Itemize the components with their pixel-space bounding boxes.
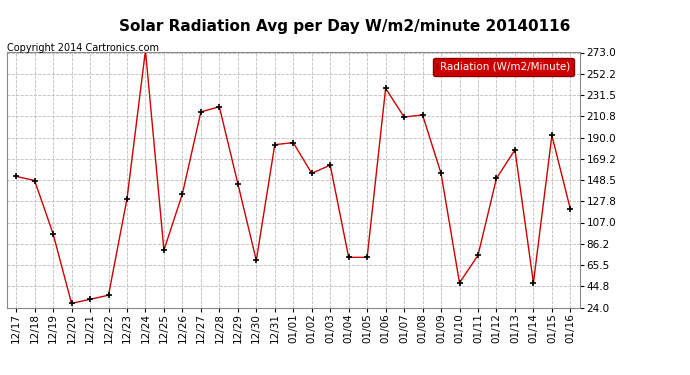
Legend: Radiation (W/m2/Minute): Radiation (W/m2/Minute) bbox=[433, 58, 574, 76]
Text: Solar Radiation Avg per Day W/m2/minute 20140116: Solar Radiation Avg per Day W/m2/minute … bbox=[119, 19, 571, 34]
Text: Copyright 2014 Cartronics.com: Copyright 2014 Cartronics.com bbox=[7, 43, 159, 53]
